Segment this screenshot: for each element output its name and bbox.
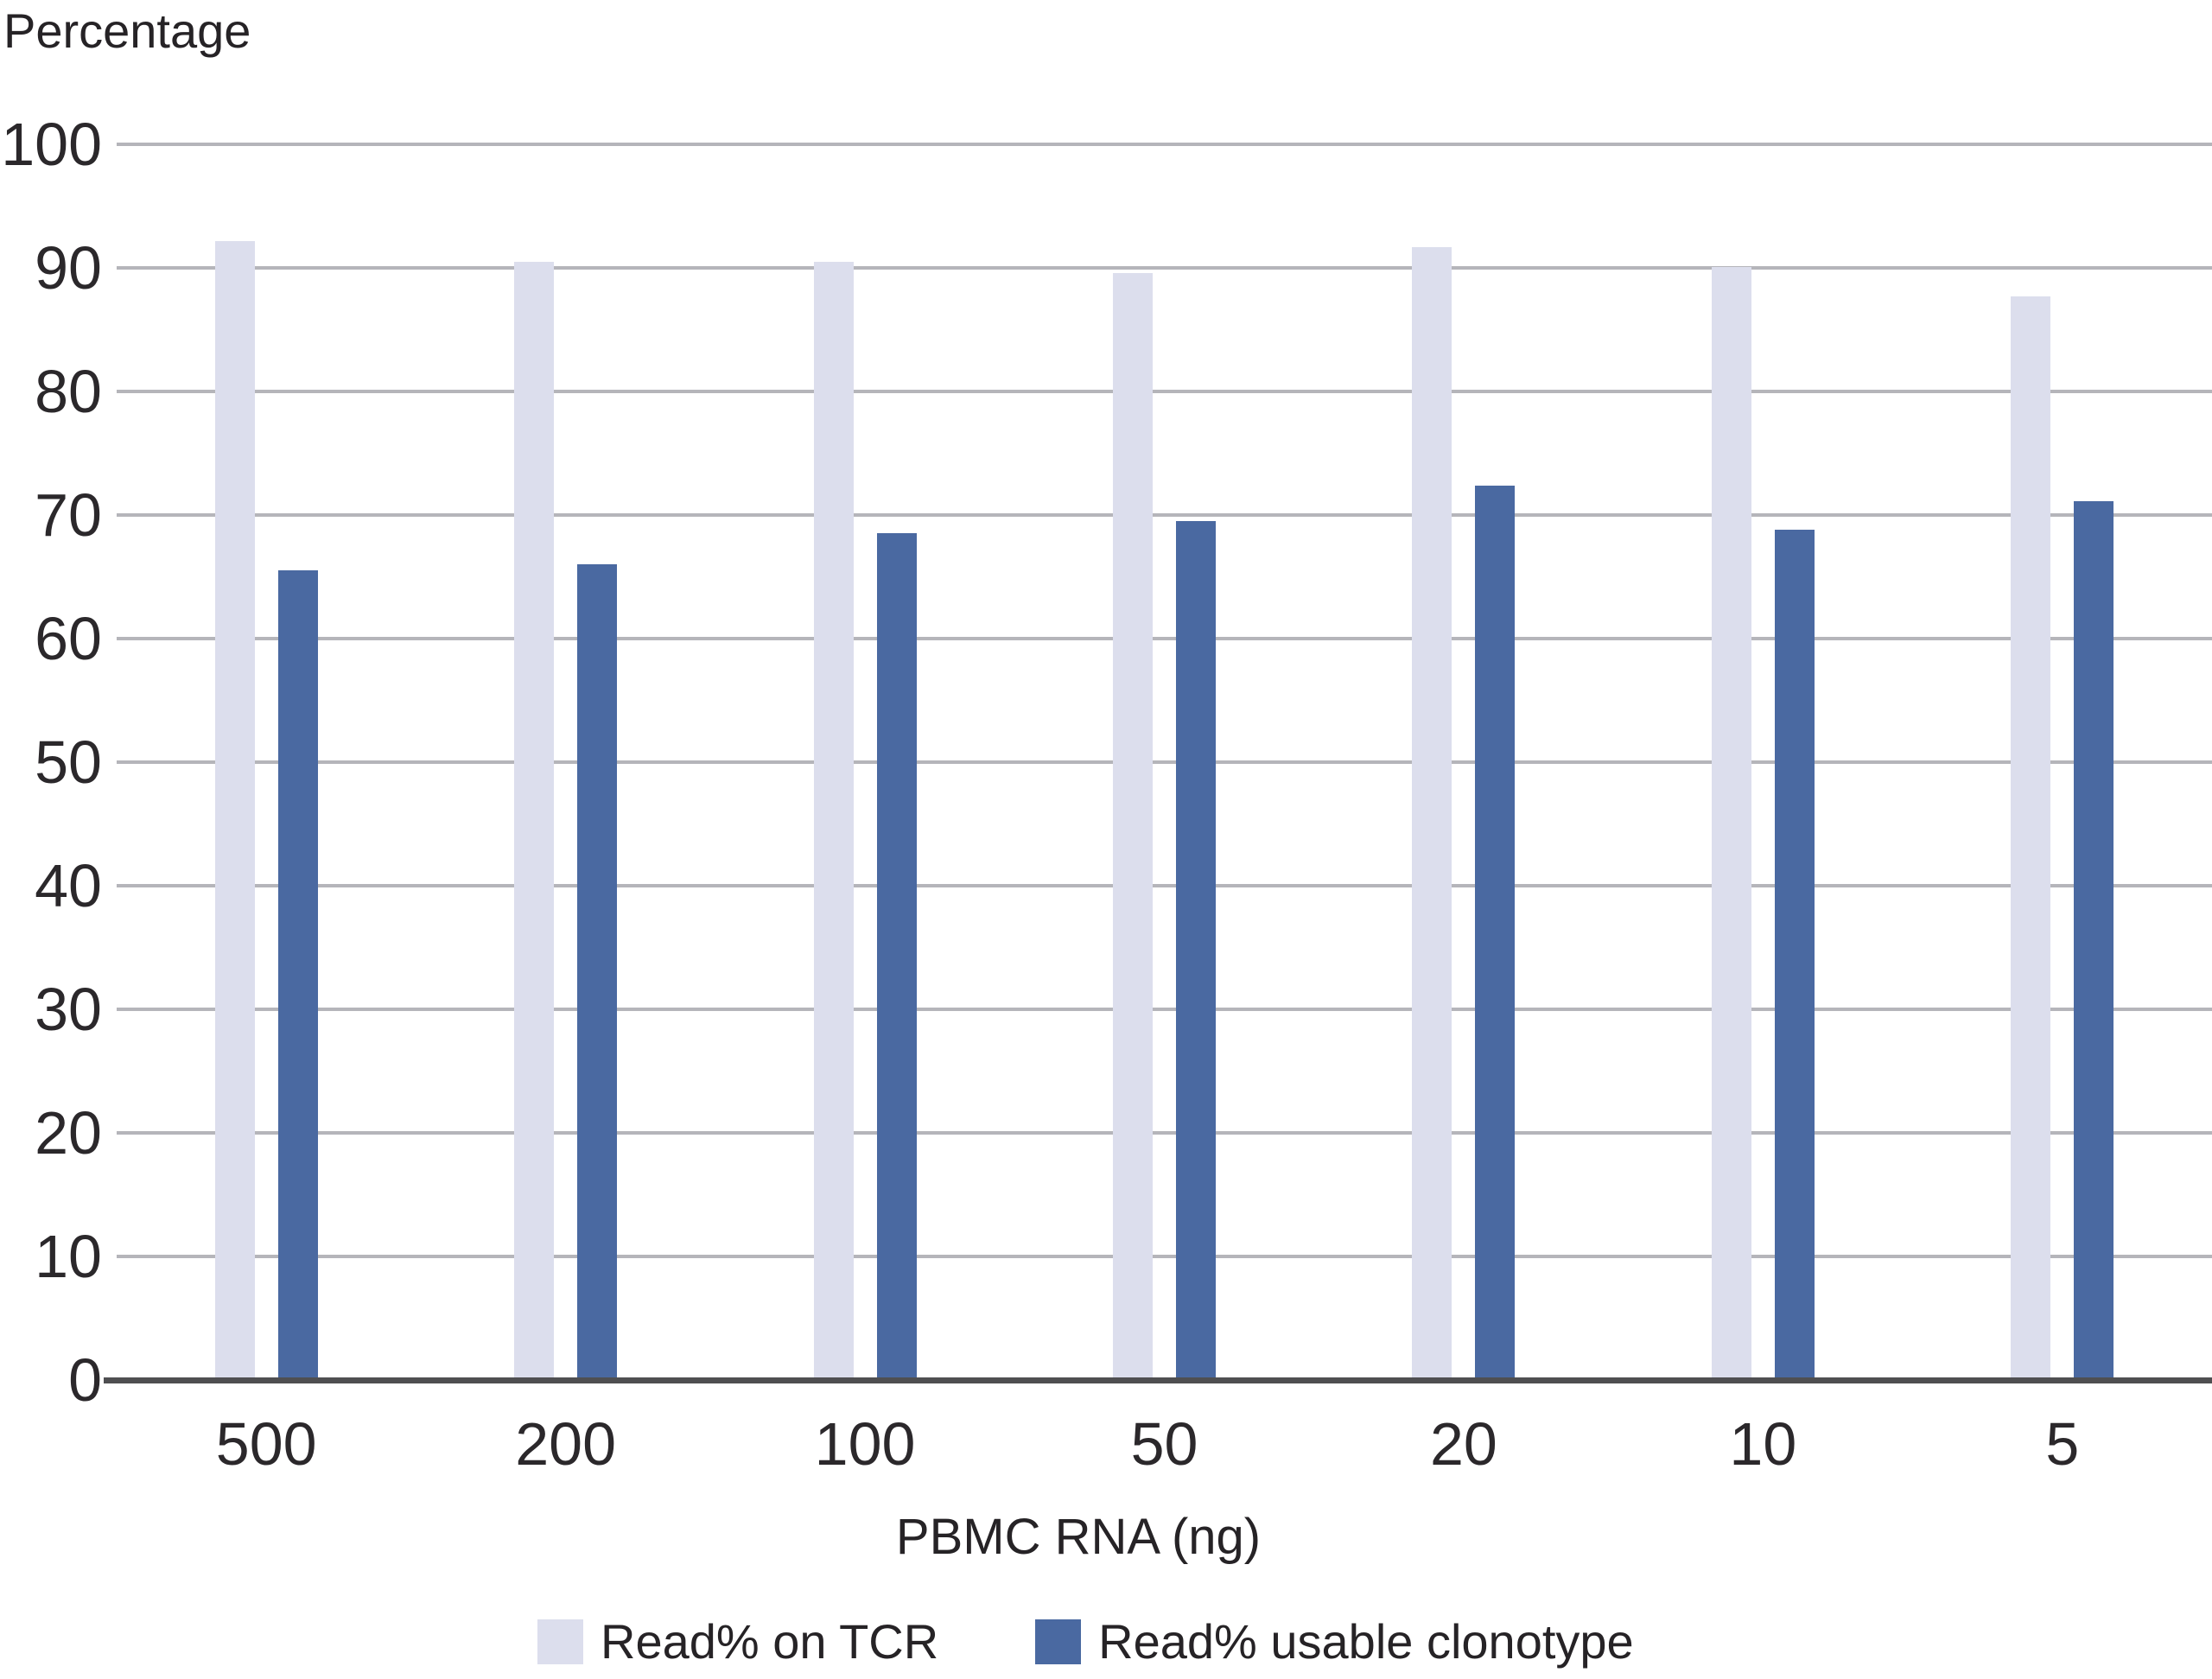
x-axis-tick-label: 10 [1729, 1410, 1797, 1478]
y-axis-tick-label: 0 [68, 1346, 102, 1414]
gridline [117, 513, 2212, 517]
bar-read-usable-clonotype-20 [1475, 485, 1516, 1380]
bar-read-on-tcr-200 [514, 261, 555, 1380]
y-axis-tick-label: 10 [35, 1223, 102, 1290]
gridline [117, 390, 2212, 393]
bar-read-usable-clonotype-100 [876, 533, 917, 1380]
y-axis-tick-label: 100 [1, 111, 102, 178]
y-axis-tick-label: 50 [35, 728, 102, 796]
legend-label-read-on-tcr: Read% on TCR [601, 1614, 939, 1669]
x-axis-tick-label: 5 [2045, 1410, 2080, 1478]
gridline [117, 1131, 2212, 1135]
bar-read-usable-clonotype-500 [277, 570, 318, 1380]
y-axis-tick-label: 40 [35, 852, 102, 919]
gridline [117, 760, 2212, 764]
x-axis-tick-label: 200 [515, 1410, 617, 1478]
x-axis-tick-label: 100 [814, 1410, 916, 1478]
legend-label-read-usable-clonotype: Read% usable clonotype [1098, 1614, 1634, 1669]
x-axis-tick-label: 50 [1130, 1410, 1198, 1478]
legend-swatch-read-usable-clonotype [1035, 1619, 1082, 1664]
y-axis-tick-label: 20 [35, 1099, 102, 1167]
bar-read-on-tcr-5 [2011, 296, 2051, 1380]
gridline [117, 884, 2212, 887]
bar-read-usable-clonotype-200 [577, 564, 618, 1380]
x-axis-tick-label: 20 [1429, 1410, 1497, 1478]
gridline [117, 266, 2212, 270]
y-axis-tick-label: 70 [35, 481, 102, 549]
legend-item-read-on-tcr: Read% on TCR [537, 1614, 938, 1669]
y-axis-tick-label: 60 [35, 605, 102, 672]
bar-read-on-tcr-20 [1412, 246, 1452, 1380]
bar-read-on-tcr-10 [1711, 266, 1751, 1380]
legend: Read% on TCR Read% usable clonotype [537, 1614, 1634, 1669]
y-axis-tick-label: 30 [35, 976, 102, 1043]
x-axis-title: PBMC RNA (ng) [895, 1509, 1262, 1565]
bar-read-usable-clonotype-50 [1176, 521, 1216, 1380]
gridline [117, 143, 2212, 146]
gridline [117, 637, 2212, 640]
legend-item-read-usable-clonotype: Read% usable clonotype [1035, 1614, 1634, 1669]
bar-read-on-tcr-500 [214, 240, 255, 1380]
gridline [117, 1255, 2212, 1258]
bar-read-on-tcr-100 [813, 261, 854, 1380]
y-axis-tick-label: 90 [35, 234, 102, 302]
legend-swatch-read-on-tcr [537, 1619, 583, 1664]
x-axis-tick-label: 500 [215, 1410, 317, 1478]
y-axis-tick-label: 80 [35, 358, 102, 425]
gridline [117, 1008, 2212, 1011]
x-axis-line [104, 1377, 2212, 1383]
bar-read-usable-clonotype-10 [1774, 530, 1815, 1380]
bar-read-on-tcr-50 [1113, 272, 1153, 1380]
y-axis-title: Percentage [3, 3, 251, 58]
bar-read-usable-clonotype-5 [2074, 501, 2114, 1380]
